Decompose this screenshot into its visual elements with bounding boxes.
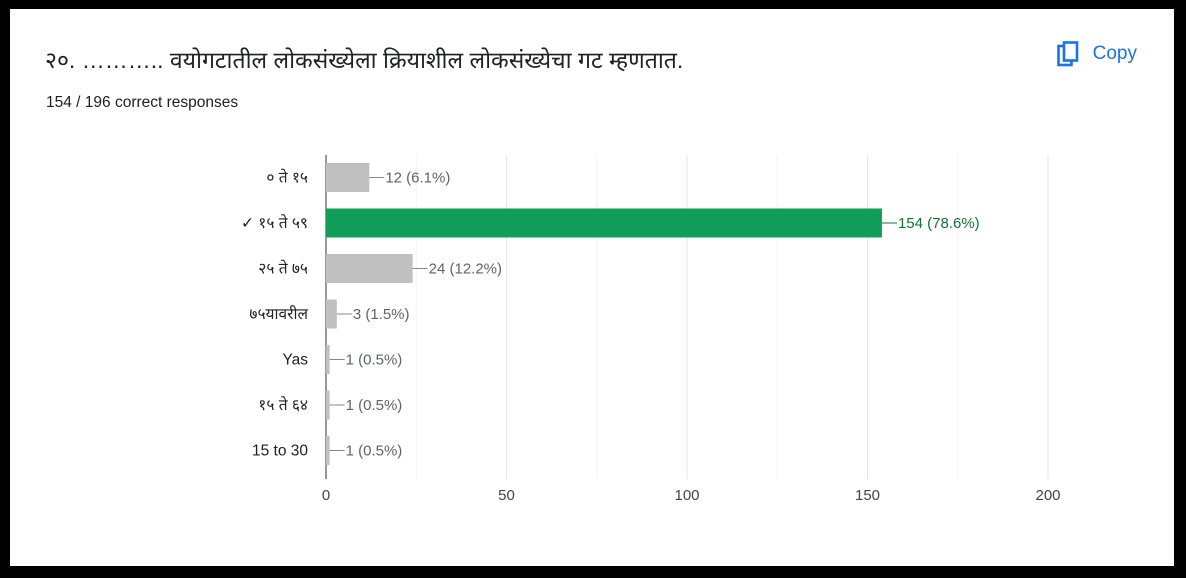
question-card: २०. ……….. वयोगटातील लोकसंख्येला क्रियाशी…: [10, 9, 1174, 566]
bar: [326, 299, 337, 329]
category-label: २५ ते ७५: [258, 260, 308, 278]
bar: [326, 390, 330, 420]
category-label: ७५यावरील: [249, 305, 308, 323]
bar: [326, 208, 882, 238]
bar: [326, 436, 330, 465]
x-tick-label: 0: [322, 487, 330, 504]
correct-responses-count: 154 / 196 correct responses: [46, 94, 239, 111]
bar: [326, 254, 413, 283]
x-tick-label: 150: [855, 487, 880, 504]
data-label: 3 (1.5%): [353, 306, 410, 323]
category-label: Yas: [282, 352, 308, 369]
question-title: २०. ……….. वयोगटातील लोकसंख्येला क्रियाशी…: [45, 47, 684, 73]
bar: [326, 345, 330, 374]
category-label: १५ ते ६४: [258, 396, 308, 414]
data-label: 1 (0.5%): [346, 397, 403, 414]
data-label: 1 (0.5%): [346, 352, 403, 369]
copy-icon: [1056, 41, 1078, 67]
copy-button[interactable]: Copy: [1056, 41, 1137, 67]
data-label: 12 (6.1%): [385, 170, 450, 187]
data-label: 154 (78.6%): [898, 215, 980, 232]
category-label: ० ते १५: [266, 169, 308, 187]
category-label: ✓ १५ ते ५९: [241, 214, 308, 232]
data-label: 1 (0.5%): [346, 443, 403, 460]
x-tick-label: 50: [498, 487, 515, 504]
bar-chart: 0 50 100 150 200 ० ते १५ 12 (6.1%) ✓ १५ ते ५९ 15…: [241, 155, 1061, 504]
copy-label: Copy: [1092, 43, 1137, 64]
x-tick-label: 100: [674, 487, 699, 504]
data-label: 24 (12.2%): [429, 261, 502, 278]
category-label: 15 to 30: [252, 443, 308, 460]
bar: [326, 163, 370, 192]
x-tick-label: 200: [1035, 487, 1060, 504]
